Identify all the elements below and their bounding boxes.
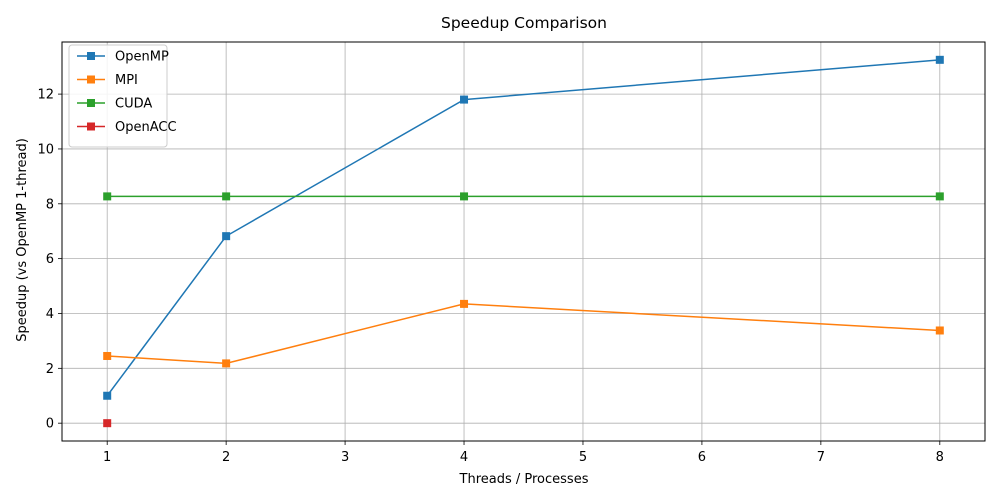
legend-label: MPI (115, 73, 138, 88)
legend-swatch-marker (87, 75, 95, 84)
legend-box (68, 44, 168, 148)
data-point (222, 232, 231, 241)
data-point (460, 192, 469, 201)
y-tick-label: 10 (37, 142, 54, 157)
legend-label: OpenMP (115, 50, 169, 65)
data-point (103, 419, 112, 428)
y-axis-label: Speedup (vs OpenMP 1-thread) (15, 138, 30, 342)
chart-title: Speedup Comparison (441, 14, 607, 32)
data-point (103, 351, 112, 360)
x-tick-label: 1 (103, 450, 111, 465)
data-point (460, 95, 469, 104)
series-openacc (103, 419, 112, 428)
legend-label: CUDA (115, 97, 152, 112)
data-point (222, 359, 231, 368)
data-point (103, 192, 112, 201)
y-tick-label: 4 (46, 307, 54, 322)
y-tick-label: 0 (46, 417, 54, 432)
y-tick-label: 6 (46, 252, 54, 267)
x-axis-label: Threads / Processes (459, 472, 589, 487)
series-openmp (103, 55, 944, 400)
legend-item-cuda: CUDA (77, 97, 152, 112)
data-point (935, 326, 944, 335)
legend-item-openmp: OpenMP (77, 50, 169, 65)
data-point (222, 192, 231, 201)
legend-item-openacc: OpenACC (77, 120, 177, 135)
legend-swatch-marker (87, 52, 95, 60)
x-tick-label: 6 (698, 450, 706, 465)
plot-frame (61, 41, 986, 442)
x-tick-label: 8 (936, 450, 944, 465)
x-tick-label: 4 (460, 450, 468, 465)
data-point (103, 391, 112, 400)
legend-item-mpi: MPI (77, 73, 138, 88)
series-line (106, 59, 940, 397)
x-tick-label: 5 (579, 450, 587, 465)
series-line (107, 303, 940, 365)
legend-label: OpenACC (115, 120, 177, 135)
legend: OpenMP MPI CUDA OpenACC (68, 44, 177, 148)
series-mpi (103, 299, 944, 368)
legend-swatch-marker (87, 99, 95, 107)
x-tick-label: 2 (222, 450, 230, 465)
y-tick-label: 2 (46, 362, 54, 377)
series-layer (103, 55, 944, 428)
data-point (935, 192, 944, 201)
data-point (935, 55, 944, 64)
y-tick-label: 12 (37, 88, 54, 103)
series-cuda (103, 192, 944, 201)
legend-swatch-marker (87, 122, 95, 131)
y-tick-label: 8 (46, 197, 54, 212)
x-tick-label: 3 (341, 450, 349, 465)
data-point (460, 299, 469, 308)
x-tick-label: 7 (817, 450, 825, 465)
